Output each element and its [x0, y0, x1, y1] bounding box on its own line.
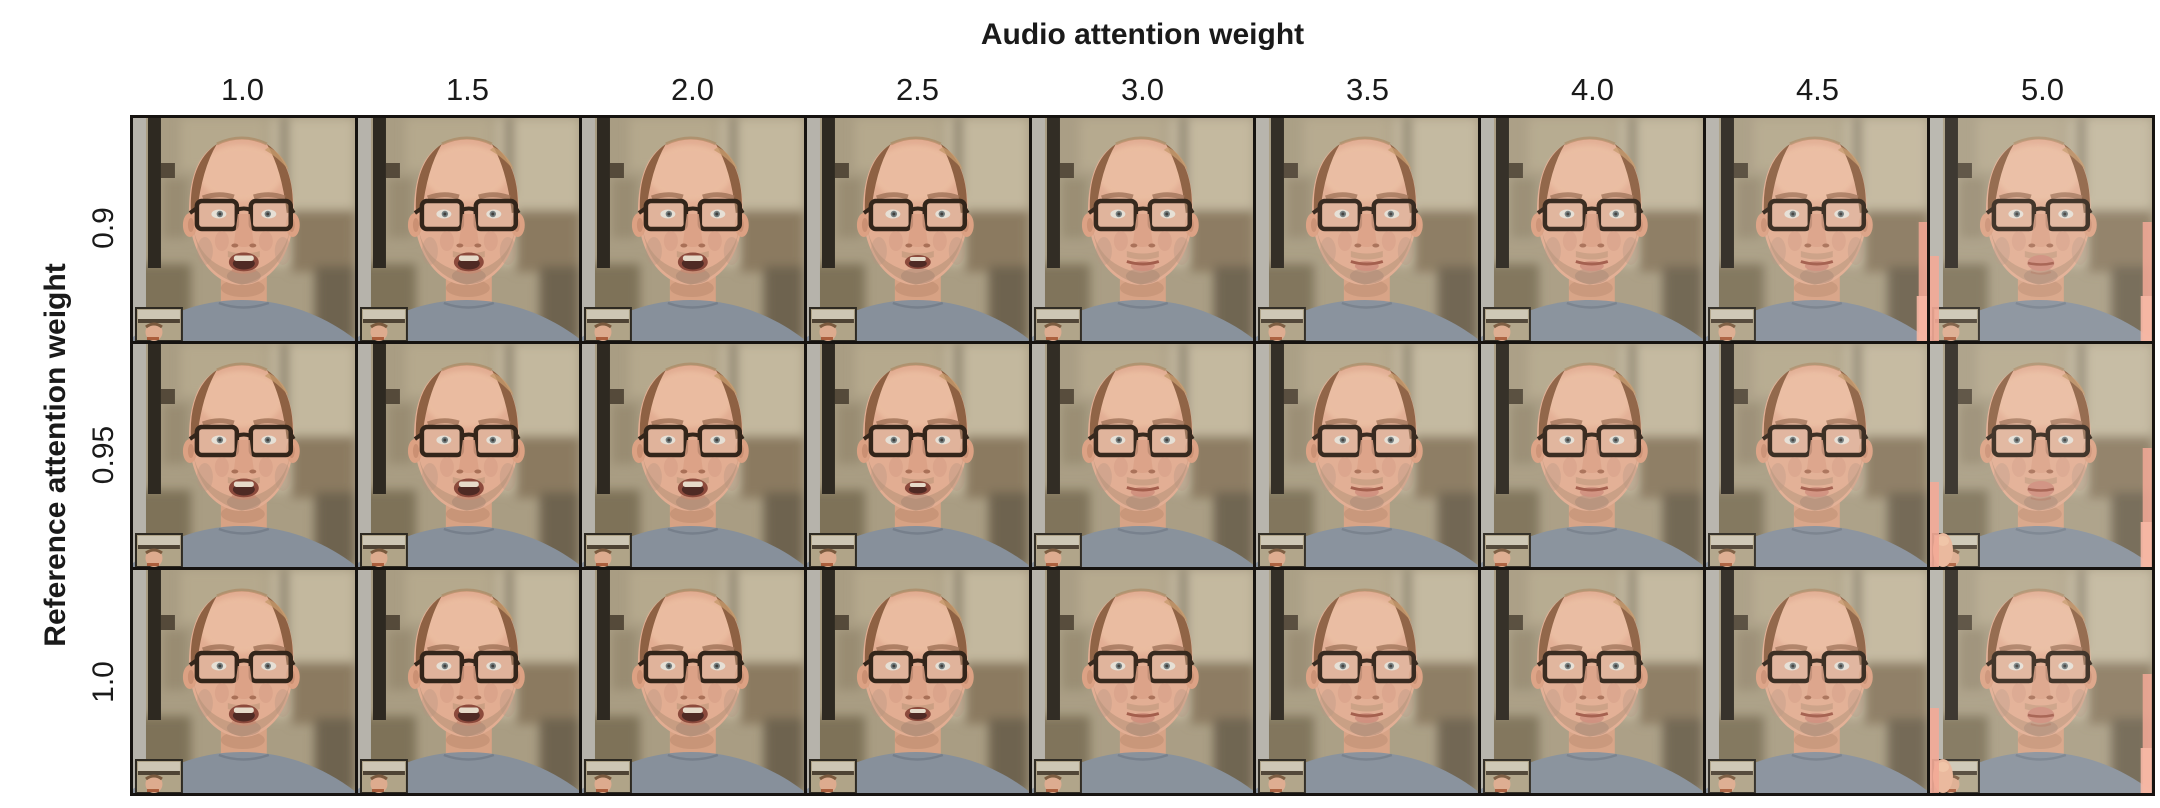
face-cell-ref1.0-audio1.5: [357, 570, 580, 793]
face-cell-ref0.9-audio1.0: [133, 118, 355, 341]
face-cell-ref1.0-audio1.0: [133, 570, 355, 793]
face-cell-ref0.9-audio1.5: [357, 118, 580, 341]
face-cell-ref0.9-audio4.5: [1705, 118, 1928, 341]
x-tick-3.0: 3.0: [1120, 72, 1165, 107]
webcam-inset-thumbnail: [1033, 307, 1082, 341]
face-photo: [1256, 118, 1478, 341]
x-axis-title: Audio attention weight: [980, 18, 1305, 51]
face-photo: [133, 570, 355, 793]
webcam-inset-thumbnail: [1707, 533, 1756, 567]
face-photo: [807, 118, 1029, 341]
face-cell-ref1.0-audio5.0: [1930, 570, 2152, 793]
face-cell-ref0.9-audio3.0: [1031, 118, 1254, 341]
face-photo: [1256, 344, 1478, 567]
face-cell-ref0.95-audio1.5: [357, 344, 580, 567]
face-photo: [357, 344, 580, 567]
face-cell-ref0.95-audio1.0: [133, 344, 355, 567]
face-photo: [1705, 570, 1928, 793]
face-photo: [1256, 570, 1478, 793]
face-cell-ref0.95-audio5.0: [1930, 344, 2152, 567]
face-photo: [807, 344, 1029, 567]
face-photo: [582, 344, 804, 567]
y-tick-0.9: 0.9: [87, 207, 120, 249]
face-cell-ref1.0-audio2.0: [582, 570, 804, 793]
webcam-inset-thumbnail: [1033, 533, 1082, 567]
webcam-inset-thumbnail: [808, 307, 857, 341]
webcam-inset-thumbnail: [1932, 307, 1981, 341]
face-photo: [133, 344, 355, 567]
webcam-inset-thumbnail: [1033, 759, 1082, 793]
face-cell-ref0.95-audio4.5: [1705, 344, 1928, 567]
webcam-inset-thumbnail: [1482, 759, 1531, 793]
webcam-inset-thumbnail: [584, 307, 633, 341]
webcam-inset-thumbnail: [1482, 307, 1531, 341]
webcam-inset-thumbnail: [808, 759, 857, 793]
x-tick-1.0: 1.0: [220, 72, 265, 107]
webcam-inset-thumbnail: [134, 533, 183, 567]
webcam-inset-thumbnail: [1258, 759, 1307, 793]
x-tick-5.0: 5.0: [2020, 72, 2065, 107]
webcam-inset-thumbnail: [134, 759, 183, 793]
face-photo: [582, 118, 804, 341]
face-photo: [1705, 344, 1928, 567]
webcam-inset-thumbnail: [1707, 759, 1756, 793]
face-photo: [1031, 118, 1254, 341]
face-cell-ref0.95-audio3.0: [1031, 344, 1254, 567]
face-cell-ref0.9-audio2.0: [582, 118, 804, 341]
webcam-inset-thumbnail: [808, 533, 857, 567]
face-photo: [133, 118, 355, 341]
webcam-inset-thumbnail: [584, 759, 633, 793]
face-photo: [1930, 344, 2152, 567]
x-tick-3.5: 3.5: [1345, 72, 1390, 107]
face-photo: [1481, 570, 1703, 793]
face-photo: [357, 570, 580, 793]
face-cell-ref0.9-audio3.5: [1256, 118, 1478, 341]
face-cell-ref0.9-audio5.0: [1930, 118, 2152, 341]
face-cell-ref1.0-audio2.5: [807, 570, 1029, 793]
webcam-inset-thumbnail: [1258, 307, 1307, 341]
webcam-inset-thumbnail: [359, 759, 408, 793]
face-cell-ref1.0-audio4.5: [1705, 570, 1928, 793]
x-tick-1.5: 1.5: [445, 72, 490, 107]
x-tick-4.5: 4.5: [1795, 72, 1840, 107]
face-cell-ref0.95-audio3.5: [1256, 344, 1478, 567]
y-tick-0.95: 0.95: [87, 425, 120, 485]
face-photo: [1705, 118, 1928, 341]
face-photo: [582, 570, 804, 793]
webcam-inset-thumbnail: [1707, 307, 1756, 341]
webcam-inset-thumbnail: [1482, 533, 1531, 567]
y-tick-1.0: 1.0: [87, 661, 120, 703]
face-cell-ref0.95-audio2.5: [807, 344, 1029, 567]
x-tick-2.0: 2.0: [670, 72, 715, 107]
face-photo: [1481, 118, 1703, 341]
face-photo: [1031, 570, 1254, 793]
x-axis-ticks: 1.0 1.5 2.0 2.5 3.0 3.5 4.0 4.5 5.0: [130, 74, 2155, 105]
face-cell-ref0.95-audio2.0: [582, 344, 804, 567]
face-cell-ref0.9-audio2.5: [807, 118, 1029, 341]
x-tick-2.5: 2.5: [895, 72, 940, 107]
webcam-inset-thumbnail: [584, 533, 633, 567]
face-photo: [1930, 570, 2152, 793]
y-axis-title: Reference attention weight: [39, 263, 72, 647]
x-tick-4.0: 4.0: [1570, 72, 1615, 107]
face-photo: [1481, 344, 1703, 567]
face-photo: [1930, 118, 2152, 341]
webcam-inset-thumbnail: [1258, 533, 1307, 567]
face-photo: [357, 118, 580, 341]
face-photo: [807, 570, 1029, 793]
webcam-inset-thumbnail: [359, 307, 408, 341]
face-cell-ref0.95-audio4.0: [1481, 344, 1703, 567]
webcam-inset-thumbnail: [134, 307, 183, 341]
face-cell-ref1.0-audio3.5: [1256, 570, 1478, 793]
face-cell-ref0.9-audio4.0: [1481, 118, 1703, 341]
image-grid: [130, 115, 2155, 796]
face-cell-ref1.0-audio3.0: [1031, 570, 1254, 793]
face-cell-ref1.0-audio4.0: [1481, 570, 1703, 793]
webcam-inset-thumbnail: [359, 533, 408, 567]
face-photo: [1031, 344, 1254, 567]
